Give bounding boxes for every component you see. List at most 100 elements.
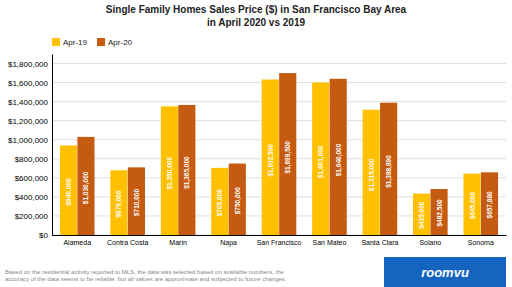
data-label: $710,000 [133, 189, 141, 216]
grid [52, 64, 506, 235]
data-label: $1,699,500 [284, 141, 292, 174]
data-label: $1,030,000 [82, 171, 90, 204]
bar [161, 106, 178, 235]
x-tick-label: Napa [220, 239, 237, 247]
series [60, 79, 481, 235]
y-axis-line [52, 55, 53, 236]
bar [110, 170, 127, 235]
bar [262, 79, 279, 235]
series [77, 73, 498, 235]
x-tick-label: Marin [169, 239, 187, 246]
x-tick: Marin [169, 235, 187, 246]
bar [363, 110, 380, 235]
y-tick-label: $1,400,000 [8, 98, 49, 107]
bar [229, 164, 246, 235]
y-tick: $400,000 [15, 193, 52, 202]
bar [128, 167, 145, 235]
title: Single Family Homes Sales Price ($) in S… [106, 4, 407, 15]
y-tick: $0 [39, 231, 52, 240]
y-tick-label: $0 [39, 231, 48, 240]
footer-note: Based on the residential activity report… [5, 269, 287, 282]
y-tick-label: $1,800,000 [8, 60, 49, 69]
x-tick: San Francisco [257, 235, 302, 246]
y-tick-label: $1,600,000 [8, 79, 49, 88]
x-tick-label: Santa Clara [361, 239, 398, 246]
bar [279, 73, 296, 235]
y-tick: $800,000 [15, 155, 52, 164]
data-label: $435,000 [418, 201, 426, 228]
bar [211, 168, 228, 235]
x-tick: Solano [419, 235, 441, 246]
y-tick: $1,600,000 [8, 79, 52, 88]
data-label: $1,632,500 [267, 144, 275, 177]
logo-text: roomvu [421, 265, 469, 280]
data-label: $679,000 [115, 190, 123, 217]
subtitle: in April 2020 vs 2019 [207, 17, 305, 28]
footer-line: Based on the residential activity report… [5, 269, 284, 275]
x-tick: San Mateo [313, 235, 347, 246]
x-tick: Sonoma [468, 235, 494, 246]
bars [60, 73, 498, 235]
data-label: $705,000 [216, 189, 224, 216]
y-tick-label: $800,000 [15, 155, 49, 164]
bar [330, 79, 347, 235]
y-axis: $0 $200,000 $400,000 $600,000 $800,000 $1,000… [8, 55, 53, 241]
chart: Single Family Homes Sales Price ($) in S… [0, 0, 512, 287]
bar [380, 103, 397, 235]
data-label: $1,640,000 [335, 143, 343, 176]
y-tick-label: $200,000 [15, 212, 49, 221]
y-tick: $600,000 [15, 174, 52, 183]
footer-line: accuracy of the data seems to be reliabl… [5, 276, 287, 282]
logo-box [384, 257, 506, 287]
plot: $940,000 $679,000 $1,350,000 $705,000 $1,632… [8, 55, 507, 247]
grid-line [52, 158, 506, 159]
y-tick-label: $400,000 [15, 193, 49, 202]
legend-item: Apr-20 [97, 38, 133, 47]
bar [431, 189, 448, 235]
x-tick-label: Contra Costa [107, 239, 148, 246]
x-tick-label: Sonoma [468, 239, 494, 246]
data-label: $940,000 [65, 178, 73, 205]
x-tick: Napa [220, 235, 237, 247]
legend-swatch [52, 38, 60, 46]
data-label: $1,350,000 [166, 157, 174, 190]
y-tick: $1,400,000 [8, 98, 52, 107]
x-tick: Contra Costa [107, 235, 148, 246]
x-tick-label: San Mateo [313, 239, 347, 246]
y-tick-label: $1,200,000 [8, 117, 49, 126]
legend: Apr-19 Apr-20 [52, 38, 133, 47]
x-tick: Santa Clara [361, 235, 398, 246]
data-label: $645,000 [469, 192, 477, 219]
y-tick-label: $1,000,000 [8, 136, 49, 145]
data-label: $657,880 [486, 191, 494, 218]
bar [413, 194, 430, 235]
legend-label: Apr-19 [63, 38, 88, 47]
x-tick-label: Solano [419, 239, 441, 246]
grid-line [52, 82, 506, 83]
y-tick: $200,000 [15, 212, 52, 221]
grid-line [52, 101, 506, 102]
x-tick: Alameda [63, 235, 91, 246]
data-labels: $940,000 $679,000 $1,350,000 $705,000 $1,632… [65, 141, 494, 229]
bar [178, 105, 195, 235]
y-tick-label: $600,000 [15, 174, 49, 183]
bar [481, 172, 498, 235]
grid-line [52, 139, 506, 140]
data-label: $750,000 [234, 187, 242, 214]
y-tick: $1,200,000 [8, 117, 52, 126]
legend-item: Apr-19 [52, 38, 88, 47]
legend-swatch [97, 38, 105, 46]
bar [312, 82, 329, 235]
y-tick: $1,000,000 [8, 136, 52, 145]
x-tick-label: Alameda [63, 239, 91, 246]
x-tick-label: San Francisco [257, 239, 302, 246]
x-axis: Alameda Contra Costa Marin Napa San Francisc… [53, 235, 507, 247]
grid-line [52, 63, 506, 64]
grid-line [52, 120, 506, 121]
data-label: $1,365,000 [183, 156, 191, 189]
x-axis-line [53, 235, 507, 236]
data-label: $1,601,000 [317, 145, 325, 178]
y-tick: $1,800,000 [8, 60, 52, 69]
legend-label: Apr-20 [108, 38, 133, 47]
data-label: $482,500 [436, 199, 444, 226]
